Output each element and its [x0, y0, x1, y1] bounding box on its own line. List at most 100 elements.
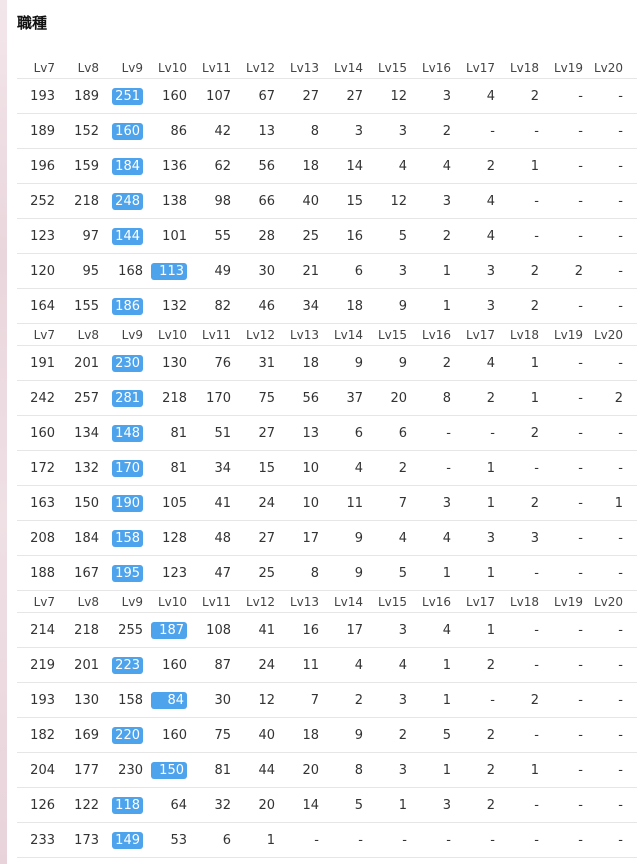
table-cell: 84 [149, 691, 193, 709]
level-header-cell: Lv19 [553, 594, 583, 609]
cell-value: 87 [214, 657, 231, 673]
cell-value: 6 [354, 425, 363, 441]
table-cell: 47 [193, 566, 237, 581]
table-cell: - [369, 833, 413, 848]
table-cell: 219 [17, 658, 61, 673]
cell-value: 5 [398, 228, 407, 244]
table-cell: - [457, 426, 501, 441]
table-cell: 172 [17, 461, 61, 476]
table-cell: - [589, 194, 629, 209]
level-header-cell: Lv12 [245, 327, 275, 342]
cell-value: 4 [442, 158, 451, 174]
table-cell: 2 [501, 426, 545, 441]
cell-value: 1 [530, 355, 539, 371]
cell-value: 98 [214, 193, 231, 209]
table-cell: 144 [105, 227, 149, 245]
cell-value: 128 [162, 530, 187, 546]
table-cell: - [545, 461, 589, 476]
table-cell: 4 [457, 356, 501, 371]
cell-value: - [490, 123, 495, 139]
cell-value: - [618, 263, 623, 279]
cell-value: - [534, 797, 539, 813]
table-cell: 2 [457, 658, 501, 673]
table-cell: 187 [149, 621, 193, 639]
cell-value: 1 [442, 762, 451, 778]
level-header-cell: Lv8 [77, 60, 99, 75]
cell-value: 168 [118, 263, 143, 279]
table-cell: 3 [369, 623, 413, 638]
cell-value: 27 [346, 88, 363, 104]
cell-value: 108 [206, 622, 231, 638]
table-cell: 18 [281, 356, 325, 371]
cell-value: 2 [530, 425, 539, 441]
cell-value: 4 [486, 193, 495, 209]
table-cell: 76 [193, 356, 237, 371]
cell-value: 64 [170, 797, 187, 813]
table-cell: 138 [149, 194, 193, 209]
cell-value: 6 [398, 425, 407, 441]
table-cell: 17 [325, 623, 369, 638]
cell-value: 62 [214, 158, 231, 174]
cell-value: 1 [486, 495, 495, 511]
cell-value: 1 [530, 158, 539, 174]
table-cell: 40 [237, 728, 281, 743]
table-cell: 56 [237, 159, 281, 174]
table-cell: 4 [457, 89, 501, 104]
cell-value: - [578, 158, 583, 174]
table-row: 164 155 186 132 82 46 34 18 9 1 3 2- - [17, 289, 637, 324]
cell-value: 204 [30, 762, 55, 778]
cell-value: - [578, 565, 583, 581]
cell-value: - [578, 228, 583, 244]
cell-value: 16 [302, 622, 319, 638]
table-cell: 1 [237, 833, 281, 848]
cell-value: 1 [486, 565, 495, 581]
cell-value: - [446, 425, 451, 441]
table-cell: 9 [369, 356, 413, 371]
table-cell: 188 [17, 566, 61, 581]
level-header-cell: Lv13 [289, 594, 319, 609]
table-cell: - [589, 356, 629, 371]
cell-value: 95 [82, 263, 99, 279]
cell-value: - [578, 390, 583, 406]
cell-value: 31 [258, 355, 275, 371]
cell-value: 7 [398, 495, 407, 511]
cell-value: 51 [214, 425, 231, 441]
table-cell: 3 [369, 264, 413, 279]
cell-value: 218 [74, 193, 99, 209]
cell-value: 122 [74, 797, 99, 813]
table-cell: 1 [413, 566, 457, 581]
level-header-cell: Lv7 [33, 594, 55, 609]
cell-value: 48 [214, 530, 231, 546]
table-cell: 220 [105, 726, 149, 744]
cell-value: - [534, 657, 539, 673]
table-cell: 98 [193, 194, 237, 209]
cell-value: 3 [442, 193, 451, 209]
cell-value: 189 [30, 123, 55, 139]
cell-value: - [578, 727, 583, 743]
table-cell: 30 [237, 264, 281, 279]
cell-value: 2 [530, 495, 539, 511]
cell-value: 27 [258, 425, 275, 441]
cell-value: - [578, 298, 583, 314]
table-cell: 3 [413, 798, 457, 813]
table-cell: 186 [105, 297, 149, 315]
level-header-cell: Lv9 [121, 60, 143, 75]
table-cell: - [457, 833, 501, 848]
table-cell: 24 [237, 658, 281, 673]
cell-value: 2 [442, 123, 451, 139]
cell-value: 134 [74, 425, 99, 441]
cell-value: 107 [206, 88, 231, 104]
cell-value: - [534, 727, 539, 743]
cell-value: 9 [398, 298, 407, 314]
table-cell: 2 [457, 798, 501, 813]
cell-value: 37 [346, 390, 363, 406]
table-cell: 195 [105, 564, 149, 582]
table-cell: 30 [193, 693, 237, 708]
cell-value: 12 [258, 692, 275, 708]
level-header-cell: Lv16 [421, 594, 451, 609]
table-cell: 2 [457, 159, 501, 174]
cell-value: - [358, 832, 363, 848]
cell-value: 2 [442, 355, 451, 371]
cell-value: 20 [302, 762, 319, 778]
cell-value: 233 [30, 832, 55, 848]
